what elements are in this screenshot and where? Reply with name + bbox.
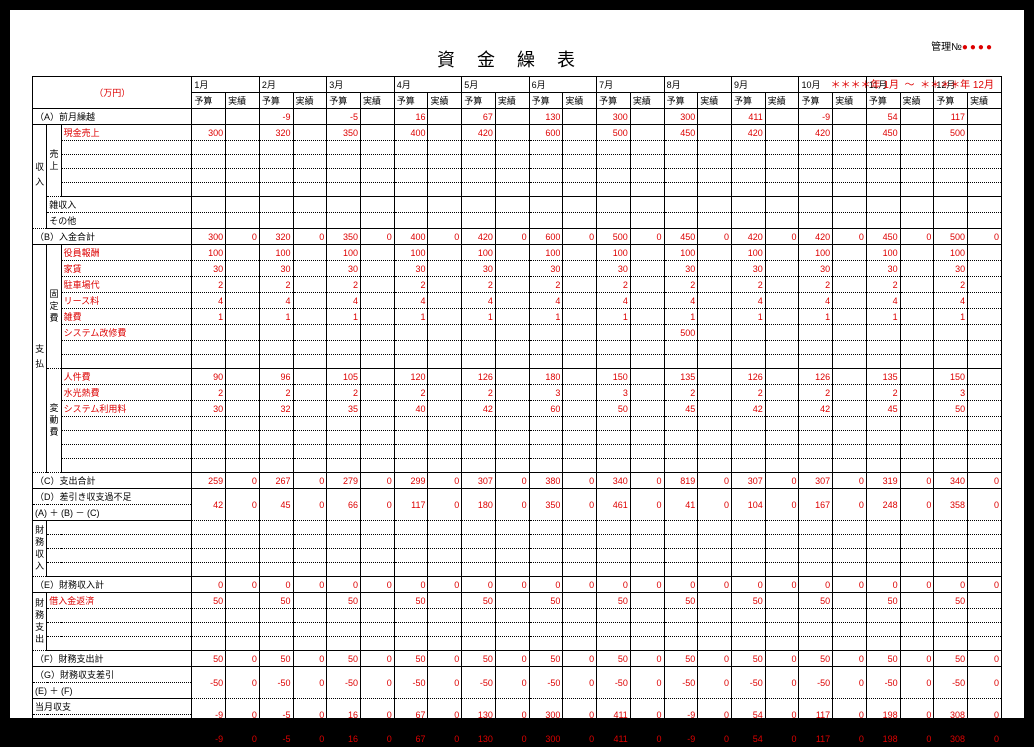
table-row: 駐車場代222222222222 [33,277,1002,293]
table-row [33,445,1002,459]
table-row [33,341,1002,355]
table-row: 財務収入 [33,521,1002,535]
table-row: （A）前月繰越-9-51667130300300411-954117 [33,109,1002,125]
table-row: 雑収入 [33,197,1002,213]
table-row [33,563,1002,577]
table-row: 変動費人件費9096105120126180150135126126135150 [33,369,1002,385]
table-row [33,183,1002,197]
table-row: リース料444444444444 [33,293,1002,309]
table-row [33,355,1002,369]
table-row [33,535,1002,549]
table-row: 支払固定費役員報酬1001001001001001001001001001001… [33,245,1002,261]
table-row: 雑費111111111111 [33,309,1002,325]
table-row: 次月繰越-90-50160670130030004110-90540117019… [33,731,1002,747]
table-row: その他 [33,213,1002,229]
table-row [33,155,1002,169]
management-number: 管理№●●●● [931,38,994,53]
table-row [33,549,1002,563]
table-row [33,169,1002,183]
table-row: 水光熱費222223322223 [33,385,1002,401]
table-row: （C）支出合計259026702790299030703800340081903… [33,473,1002,489]
table-row [33,623,1002,637]
table-row [33,431,1002,445]
table-row [33,459,1002,473]
page-title: 資金繰表 [32,46,1002,72]
table-row: （D）差引き収支過不足42045066011701800350046104101… [33,489,1002,505]
table-row: システム利用料303235404260504542424550 [33,401,1002,417]
table-row: 収入売上現金売上30032035040042060050045042042045… [33,125,1002,141]
table-row: 当月収支-90-50160670130030004110-90540117019… [33,699,1002,715]
table-row: （F）財務支出計50050050050050050050050050050050… [33,651,1002,667]
table-row [33,609,1002,623]
cashflow-table: （万円）1月2月3月4月5月6月7月8月9月10月11月12月予算実績予算実績予… [32,76,1002,747]
page: 管理№●●●● 資金繰表 ＊＊＊＊年 1月 ～ ＊＊＊＊年 12月 （万円）1月… [10,10,1024,718]
table-row: 家賃303030303030303030303030 [33,261,1002,277]
table-row: （B）入金合計300032003500400042006000500045004… [33,229,1002,245]
table-row: （G）財務収支差引-500-500-500-500-500-500-500-50… [33,667,1002,683]
period-range: ＊＊＊＊年 1月 ～ ＊＊＊＊年 12月 [831,76,994,91]
table-row [33,141,1002,155]
table-row [33,637,1002,651]
table-row: （E）財務収入計000000000000000000000000 [33,577,1002,593]
table-row [33,417,1002,431]
table-row: システム改修費500 [33,325,1002,341]
table-row: 財務支出借入金返済505050505050505050505050 [33,593,1002,609]
